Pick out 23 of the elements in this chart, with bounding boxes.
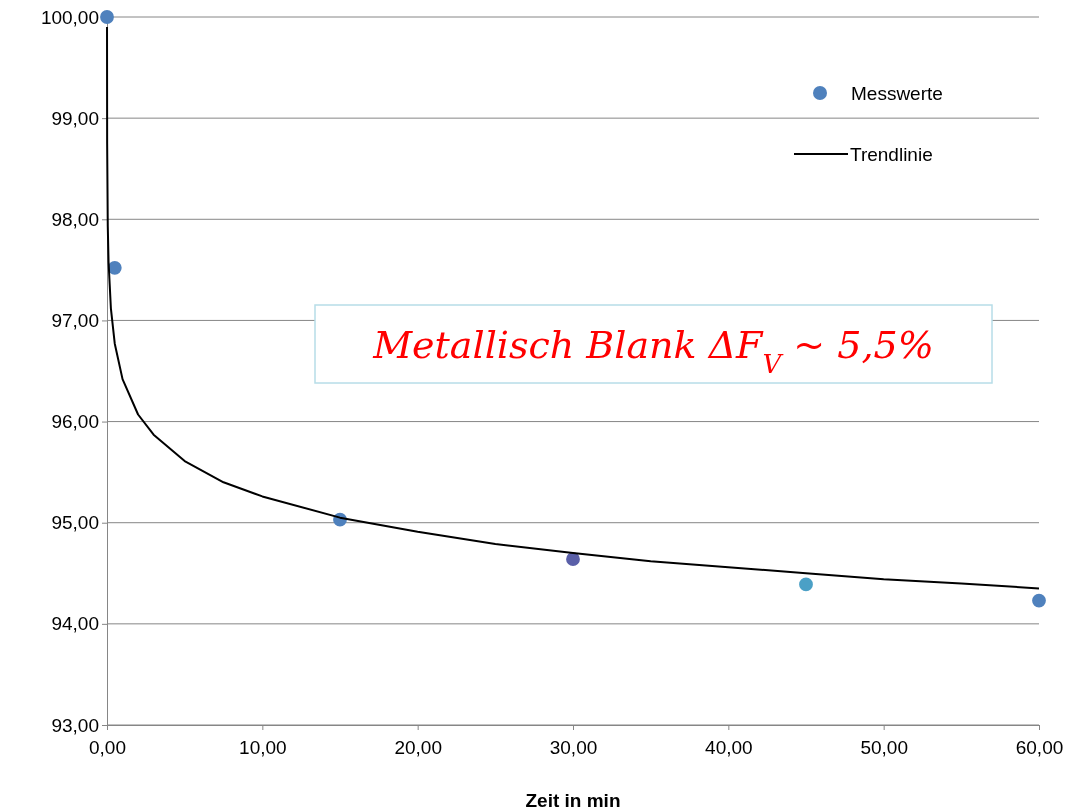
- y-tick-label: 93,00: [51, 714, 99, 736]
- y-tick-label: 96,00: [51, 411, 99, 433]
- y-tick-label: 99,00: [51, 107, 99, 129]
- x-axis-title: Zeit in min: [525, 790, 621, 811]
- legend-label: Trendlinie: [850, 144, 933, 165]
- y-tick-label: 95,00: [51, 512, 99, 534]
- legend-label: Messwerte: [851, 83, 943, 104]
- x-tick-label: 50,00: [860, 736, 908, 758]
- y-tick-label: 97,00: [51, 310, 99, 332]
- annotation: Metallisch Blank ΔF$_{V}$ ~ 5,5%: [372, 323, 934, 379]
- x-tick-label: 10,00: [239, 736, 287, 758]
- y-tick-label: 100,00: [40, 6, 99, 28]
- point: [799, 577, 813, 592]
- point: [566, 552, 580, 567]
- y-tick-label: 98,00: [51, 208, 99, 230]
- x-tick-label: 0,00: [89, 736, 126, 758]
- point: [100, 10, 114, 24]
- x-tick-label: 30,00: [549, 736, 598, 758]
- x-tick-label: 60,00: [1015, 736, 1064, 758]
- x-tick-label: 20,00: [394, 736, 442, 758]
- x-tick-label: 40,00: [705, 736, 753, 758]
- point: [1032, 593, 1046, 608]
- y-tick-label: 94,00: [51, 613, 99, 635]
